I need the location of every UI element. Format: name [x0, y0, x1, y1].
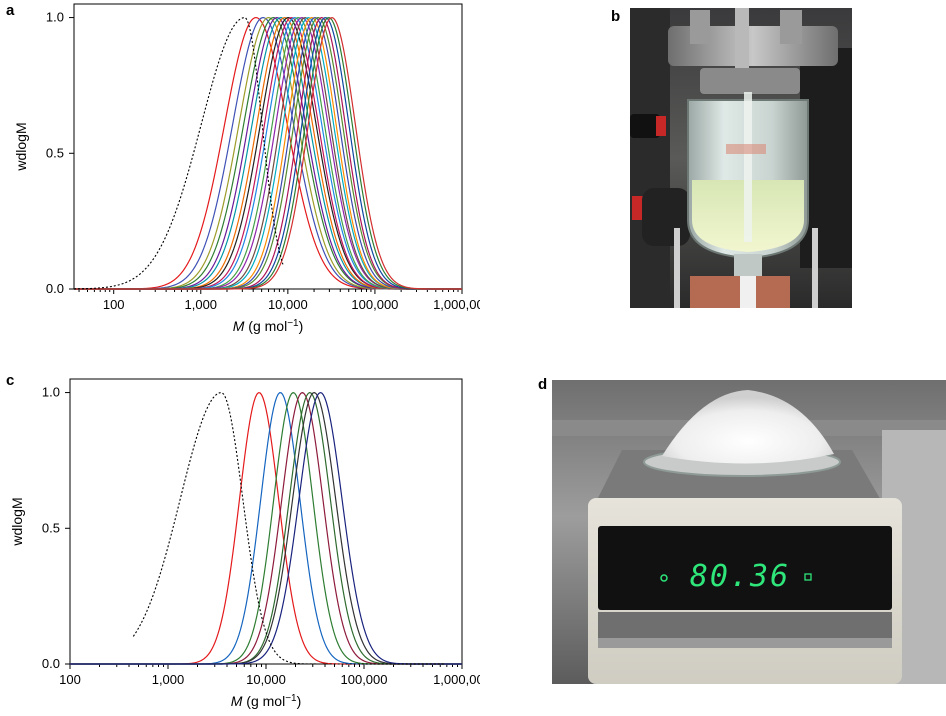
x-tick-label: 1,000,000: [433, 672, 480, 687]
panel-letter-d: d: [538, 376, 548, 393]
y-tick-label: 0.5: [46, 145, 64, 160]
x-tick-label: 100,000: [341, 672, 388, 687]
reactor-illustration: [630, 8, 852, 308]
x-tick-label: 100,000: [351, 297, 398, 312]
series-line: [70, 392, 462, 665]
panel-letter-c: c: [6, 372, 15, 389]
y-axis-label: wdlogM: [13, 122, 29, 171]
balance-illustration: 80.36: [552, 380, 946, 684]
y-tick-label: 1.0: [46, 10, 64, 25]
x-tick-label: 100: [103, 297, 125, 312]
x-tick-label: 1,000: [152, 672, 185, 687]
y-tick-label: 0.0: [46, 281, 64, 296]
plot-frame: [73, 3, 463, 290]
panel-letter-a: a: [6, 2, 15, 19]
y-tick-label: 0.0: [42, 656, 60, 671]
photo-b-reactor: [630, 8, 852, 308]
chart-a-gpc-distributions: 100 1,000 10,000 100,000 1,000,000 0.0 0.5 1.0 M…: [13, 3, 480, 334]
y-tick-label: 1.0: [42, 385, 60, 400]
series-line: [74, 16, 462, 290]
x-axis-label-units: (g mol: [242, 693, 285, 709]
reference-dotted-line: [73, 17, 284, 290]
display-indicator-left: [660, 574, 668, 582]
display-indicator-right: [804, 573, 812, 581]
x-tick-label: 1,000,000: [433, 297, 480, 312]
panel-letter-b: b: [611, 8, 621, 25]
y-axis-label: wdlogM: [9, 497, 25, 546]
x-tick-label: 100: [59, 672, 81, 687]
x-axis-label-superscript: −1: [285, 693, 297, 704]
x-tick-label: 1,000: [185, 297, 218, 312]
series-line: [70, 391, 462, 665]
series-line: [70, 392, 462, 665]
series-line: [70, 391, 462, 665]
y-tick-label: 0.5: [42, 520, 60, 535]
x-axis-label-close: ): [297, 693, 302, 709]
chart-c-gpc-distributions: 100 1,000 10,000 100,000 1,000,000 0.0 0.5 1.0 M…: [9, 378, 480, 709]
balance-reading: 80.36: [690, 559, 790, 594]
series-line: [70, 391, 462, 665]
x-axis-label-symbol: M: [231, 693, 243, 709]
x-axis-label-symbol: M: [233, 318, 245, 334]
x-tick-label: 10,000: [268, 297, 308, 312]
x-tick-label: 10,000: [246, 672, 286, 687]
x-axis-label: M (g mol−1): [233, 318, 304, 334]
plot-frame: [69, 378, 463, 665]
series-line: [70, 391, 462, 665]
x-axis-label: M (g mol−1): [231, 693, 302, 709]
x-axis-label-close: ): [299, 318, 304, 334]
x-axis-label-superscript: −1: [287, 318, 299, 329]
x-axis-label-units: (g mol: [244, 318, 287, 334]
series-line: [70, 391, 462, 665]
photo-d-balance: 80.36: [552, 380, 946, 684]
